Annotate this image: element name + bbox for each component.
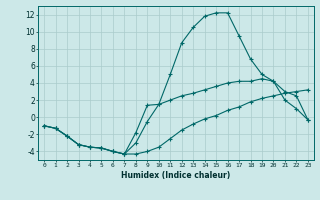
X-axis label: Humidex (Indice chaleur): Humidex (Indice chaleur) bbox=[121, 171, 231, 180]
